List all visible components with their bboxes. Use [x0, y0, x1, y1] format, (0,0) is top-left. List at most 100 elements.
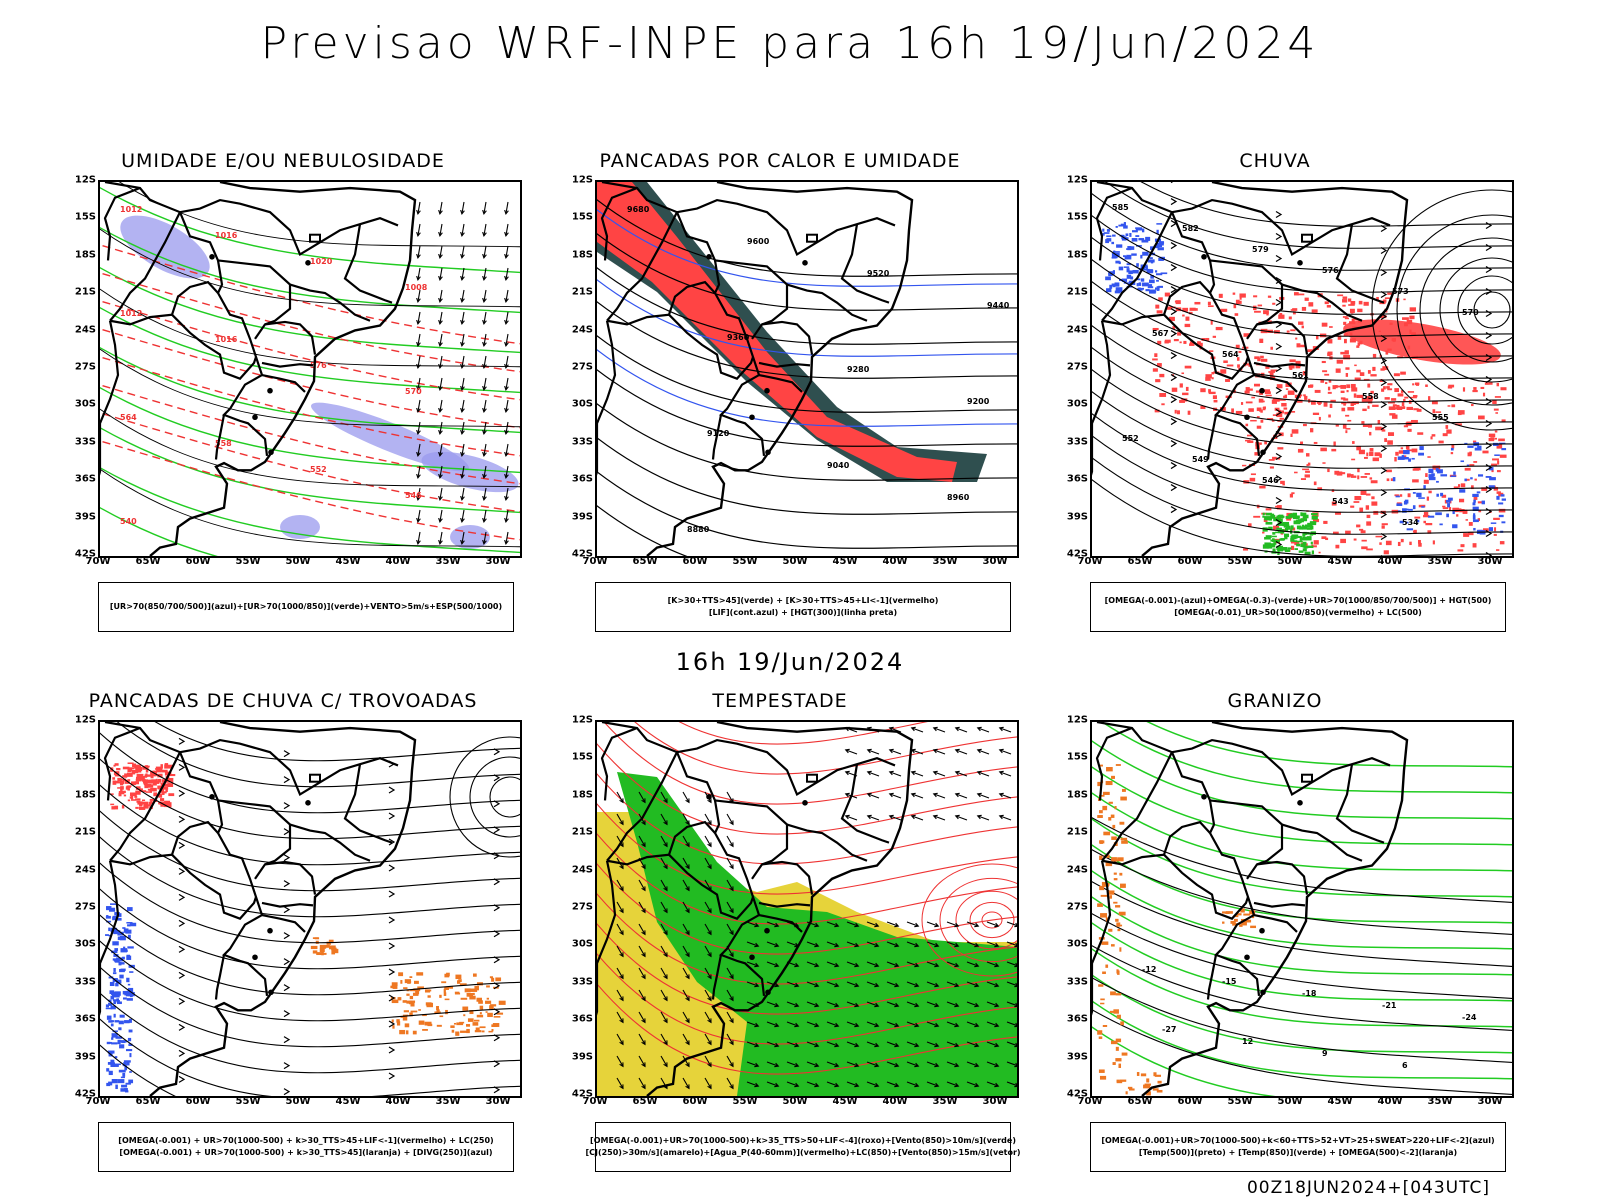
border-line	[289, 823, 371, 862]
streamline	[1092, 258, 1512, 337]
border-line	[668, 313, 755, 380]
longitude-axis: 70W 65W 60W 55W 50W 45W 40W 35W 30W	[86, 556, 518, 570]
contour-label: 8880	[687, 525, 710, 534]
map-plot	[100, 722, 520, 1096]
contour-label: 1012	[120, 309, 142, 318]
run-stamp: 00Z18JUN2024+[043UTC]	[1246, 1178, 1490, 1198]
lat-tick-label: 33S	[571, 976, 593, 988]
border-line	[601, 722, 766, 996]
lake-mark	[209, 254, 215, 260]
latitude-axis: 12S 15S 18S 21S 24S 27S 30S 33S 36S 39S 42S	[1054, 715, 1088, 1100]
panel-tempestade: TEMPESTADE 12S 15S 18S 21S 24S 27S 30S 33S 36S 39S…	[545, 690, 1021, 1172]
border-line	[1163, 853, 1250, 920]
border-line	[109, 751, 181, 862]
lat-tick-label: 15S	[1066, 211, 1088, 223]
wind-vectors	[746, 921, 1017, 1088]
map-borders	[597, 182, 914, 556]
lon-tick-label: 65W	[1127, 1096, 1153, 1107]
legend-line: [OMEGA(-0.001)+UR>70(1000-500)+k>35_TTS>…	[590, 1136, 1016, 1145]
lat-tick-label: 21S	[571, 826, 593, 838]
contour-label: 552	[1122, 434, 1139, 443]
lon-tick-label: 55W	[1227, 1096, 1253, 1107]
lat-tick-label: 18S	[1066, 789, 1088, 801]
lon-tick-label: 50W	[1277, 1096, 1303, 1107]
streamline	[1146, 722, 1512, 768]
map-borders	[100, 182, 417, 556]
panel-trovoadas: PANCADAS DE CHUVA C/ TROVOADAS 12S 15S 18S 2…	[48, 690, 522, 1172]
lon-tick-label: 40W	[1377, 556, 1403, 567]
lon-tick-label: 60W	[682, 556, 708, 567]
legend-line: [OMEGA(-0.001)-(azul)+OMEGA(-0.3)-(verde…	[1104, 596, 1492, 605]
lat-tick-label: 30S	[1066, 938, 1088, 950]
lon-tick-label: 45W	[832, 1096, 858, 1107]
streamline	[100, 228, 520, 308]
streamline	[597, 334, 1017, 413]
border-line	[758, 901, 811, 908]
lat-tick-label: 27S	[1066, 901, 1088, 913]
streamline	[100, 440, 520, 541]
streamline	[100, 408, 520, 488]
border-line	[214, 414, 226, 460]
lon-tick-label: 70W	[1077, 1096, 1103, 1107]
lake-mark	[268, 989, 274, 996]
lon-tick-label: 55W	[732, 1096, 758, 1107]
lake-mark	[802, 800, 808, 806]
lon-tick-label: 40W	[385, 556, 411, 567]
latitude-axis: 12S 15S 18S 21S 24S 27S 30S 33S 36S 39S 42S	[62, 175, 96, 560]
lake-mark	[706, 254, 712, 260]
lon-tick-label: 40W	[882, 1096, 908, 1107]
li-red-area	[597, 182, 957, 482]
streamline	[1092, 977, 1512, 1063]
lake-mark	[305, 260, 311, 266]
hgt500-contours	[1092, 182, 1512, 556]
streamline	[634, 722, 1017, 775]
map-frame: 585 582 579 576 573 570 567 564 561 558 555 552 549 5…	[1090, 180, 1514, 558]
contour-label: 9360	[727, 333, 750, 342]
border-line	[1095, 727, 1133, 801]
high-pressure-rings	[449, 736, 520, 858]
lon-tick-label: 35W	[932, 1096, 958, 1107]
border-line	[103, 187, 141, 261]
contour-label: -12	[1142, 965, 1156, 974]
border-line	[840, 224, 890, 304]
legend-box: [OMEGA(-0.001) + UR>70(1000-500) + k>30_…	[98, 1122, 514, 1172]
border-line	[1256, 320, 1309, 355]
lon-tick-label: 60W	[185, 1096, 211, 1107]
map-frame: 1012 1016 1020 1008 1012 1016 576 570 564 558 552 5…	[98, 180, 522, 558]
lon-tick-label: 70W	[582, 556, 608, 567]
streamline	[1100, 722, 1512, 794]
lat-tick-label: 12S	[74, 714, 96, 726]
lat-tick-label: 15S	[571, 751, 593, 763]
latitude-axis: 12S 15S 18S 21S 24S 27S 30S 33S 36S 39S 42S	[1054, 175, 1088, 560]
lat-tick-label: 21S	[571, 286, 593, 298]
streamline	[1092, 1009, 1512, 1095]
streamline	[1092, 346, 1512, 425]
border-line	[711, 954, 723, 1000]
lif-blue-contours	[597, 208, 1017, 427]
orange-area	[390, 972, 506, 1036]
streamline	[1092, 390, 1512, 469]
streamline	[597, 802, 1017, 895]
border-line	[1256, 860, 1309, 895]
legend-line: [K>30+TTS>45](verde) + [K>30+TTS>45+LI<-…	[667, 596, 939, 605]
border-line	[668, 853, 755, 920]
streamline	[100, 506, 218, 556]
lon-tick-label: 50W	[1277, 556, 1303, 567]
streamline	[100, 732, 520, 814]
lon-tick-label: 45W	[832, 556, 858, 567]
panel-title: TEMPESTADE	[712, 690, 848, 712]
map-frame	[98, 720, 522, 1098]
streamline	[100, 306, 520, 394]
lat-tick-label: 30S	[74, 938, 96, 950]
streamline	[1092, 870, 1512, 950]
streamline	[1092, 881, 1512, 967]
lon-tick-label: 30W	[1477, 1096, 1503, 1107]
temp850-green-contours	[1092, 722, 1512, 1096]
lat-tick-label: 33S	[1066, 436, 1088, 448]
streamline	[1092, 818, 1512, 898]
lat-tick-label: 39S	[1066, 511, 1088, 523]
contour-label: 558	[1362, 392, 1379, 401]
contour-label: 564	[120, 413, 137, 422]
lon-tick-label: 50W	[782, 556, 808, 567]
streamline	[597, 470, 1017, 549]
